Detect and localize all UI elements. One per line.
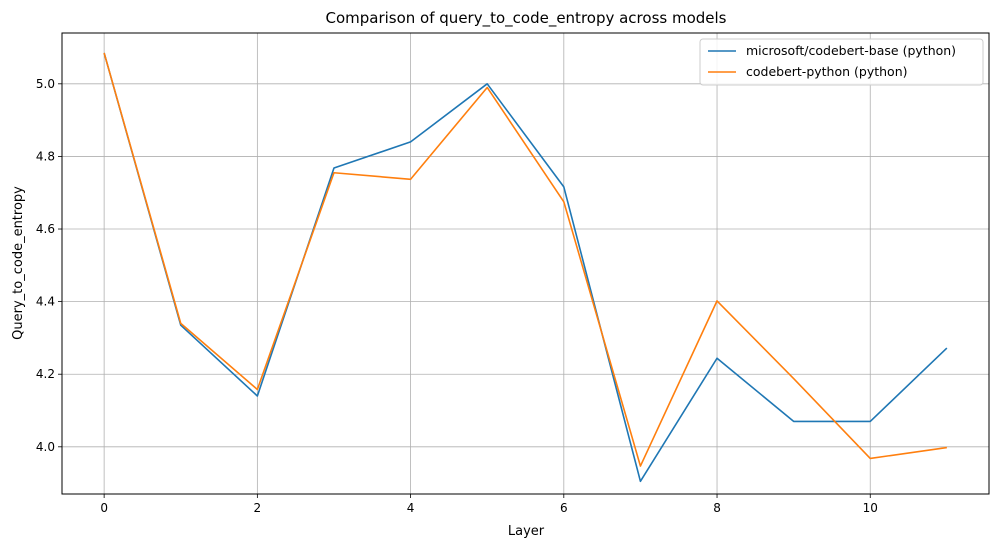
series-line-1 <box>103 52 948 483</box>
legend-box <box>699 38 984 86</box>
x-tick-label: 0 <box>100 501 108 515</box>
series-line-2 <box>103 52 947 467</box>
y-tick-label: 4.6 <box>36 222 55 236</box>
chart-title: Comparison of query_to_code_entropy acro… <box>325 9 726 28</box>
plot-frame <box>61 32 990 495</box>
x-tick-label: 10 <box>863 501 878 515</box>
grid <box>62 33 989 494</box>
x-tick-label: 2 <box>254 501 262 515</box>
y-tick-label: 4.8 <box>36 149 55 163</box>
y-tick-label: 4.4 <box>36 295 55 309</box>
x-axis-label: Layer <box>508 524 545 539</box>
y-tick-label: 4.0 <box>36 440 55 454</box>
series-lines <box>103 52 948 483</box>
legend-label-1: microsoft/codebert-base (python) <box>746 43 956 58</box>
x-tick-label: 8 <box>713 501 721 515</box>
legend-label-2: codebert-python (python) <box>746 64 908 79</box>
legend: microsoft/codebert-base (python) codebert… <box>699 38 984 86</box>
y-tick-label: 5.0 <box>36 77 55 91</box>
y-axis-label: Query_to_code_entropy <box>11 186 26 340</box>
x-tick-label: 6 <box>560 501 568 515</box>
x-tick-label: 4 <box>407 501 415 515</box>
y-tick-label: 4.2 <box>36 367 55 381</box>
axis-ticks: 0 2 4 6 8 10 4.0 4.2 4.4 4.6 4.8 5.0 <box>36 77 878 515</box>
